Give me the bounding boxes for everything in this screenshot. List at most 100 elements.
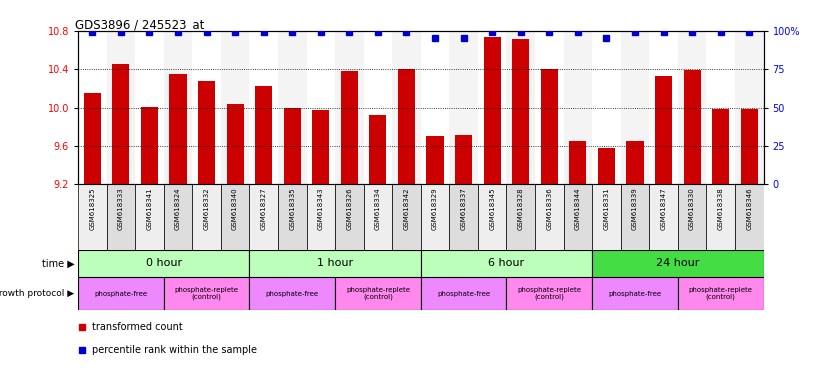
Text: GSM618324: GSM618324 [175,188,181,230]
Bar [364,184,392,250]
Text: transformed count: transformed count [93,322,183,332]
Bar [163,184,192,250]
Bar [655,76,672,184]
Bar [312,111,329,184]
Bar [592,277,678,310]
Bar [221,31,250,184]
Bar [135,184,163,250]
Text: time ▶: time ▶ [42,258,75,268]
Text: GSM618337: GSM618337 [461,188,466,230]
Bar [84,93,101,184]
Bar [626,141,644,184]
Bar [112,65,130,184]
Bar [706,184,735,250]
Bar [135,31,163,184]
Text: GSM618341: GSM618341 [146,188,153,230]
Bar [678,184,706,250]
Bar [563,184,592,250]
Bar [198,81,215,184]
Bar [706,31,735,184]
Bar [426,136,443,184]
Text: GSM618344: GSM618344 [575,188,581,230]
Text: 0 hour: 0 hour [145,258,181,268]
Bar [507,277,592,310]
Bar [735,184,764,250]
Text: GSM618325: GSM618325 [89,188,95,230]
Bar [507,184,535,250]
Bar [649,31,678,184]
Bar [306,31,335,184]
Bar [255,86,273,184]
Bar [592,184,621,250]
Text: GSM618345: GSM618345 [489,188,495,230]
Text: 1 hour: 1 hour [317,258,353,268]
Bar [250,250,421,277]
Bar [341,71,358,184]
Text: 6 hour: 6 hour [488,258,525,268]
Text: GSM618333: GSM618333 [118,188,124,230]
Bar [678,277,764,310]
Bar [78,184,107,250]
Bar [284,109,300,184]
Bar [478,184,507,250]
Bar [78,277,163,310]
Bar [78,31,107,184]
Text: growth protocol ▶: growth protocol ▶ [0,289,75,298]
Text: GSM618347: GSM618347 [661,188,667,230]
Bar [221,184,250,250]
Bar [449,184,478,250]
Text: GSM618346: GSM618346 [746,188,752,230]
Bar [598,148,615,184]
Text: GSM618342: GSM618342 [403,188,410,230]
Bar [455,135,472,184]
Bar [421,184,449,250]
Bar [684,70,700,184]
Text: GSM618327: GSM618327 [260,188,267,230]
Bar [192,184,221,250]
Bar [421,277,507,310]
Bar [449,31,478,184]
Text: phosphate-free: phosphate-free [608,291,662,296]
Bar [421,250,592,277]
Bar [484,38,501,184]
Bar [335,277,421,310]
Bar [735,31,764,184]
Text: GSM618340: GSM618340 [232,188,238,230]
Bar [512,40,530,184]
Bar [592,250,764,277]
Bar [306,184,335,250]
Text: GSM618338: GSM618338 [718,188,723,230]
Bar [741,109,758,184]
Text: GSM618343: GSM618343 [318,188,323,230]
Text: GSM618334: GSM618334 [375,188,381,230]
Bar [421,31,449,184]
Text: GSM618328: GSM618328 [518,188,524,230]
Text: phosphate-free: phosphate-free [94,291,148,296]
Bar [621,184,649,250]
Text: GSM618331: GSM618331 [603,188,609,230]
Bar [78,250,250,277]
Bar [278,31,306,184]
Bar [392,184,421,250]
Bar [364,31,392,184]
Text: phosphate-replete
(control): phosphate-replete (control) [517,287,581,300]
Bar [712,109,729,184]
Bar [369,115,387,184]
Bar [141,107,158,184]
Bar [169,74,186,184]
Bar [392,31,421,184]
Text: GSM618329: GSM618329 [432,188,438,230]
Bar [649,184,678,250]
Bar [507,31,535,184]
Text: GSM618326: GSM618326 [346,188,352,230]
Text: phosphate-replete
(control): phosphate-replete (control) [689,287,753,300]
Bar [278,184,306,250]
Bar [192,31,221,184]
Bar [592,31,621,184]
Text: percentile rank within the sample: percentile rank within the sample [93,345,257,355]
Text: phosphate-replete
(control): phosphate-replete (control) [175,287,239,300]
Bar [250,31,278,184]
Bar [163,31,192,184]
Text: GSM618335: GSM618335 [289,188,296,230]
Bar [335,31,364,184]
